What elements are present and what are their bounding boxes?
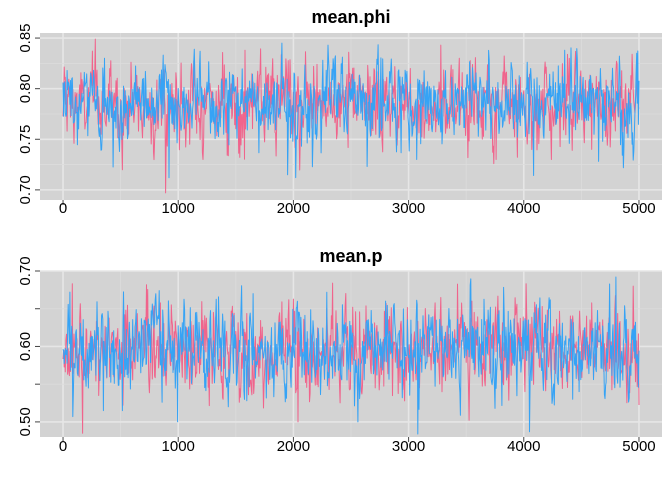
x-tick-label: 1000 — [162, 200, 195, 217]
trace-line-chain-2 — [62, 42, 640, 179]
x-tick-label: 3000 — [392, 438, 425, 455]
x-axis-labels: 0 1000 2000 3000 4000 5000 — [59, 200, 656, 217]
x-tick-label: 4000 — [507, 438, 540, 455]
panel-title: mean.p — [319, 246, 382, 266]
panel-mean-phi: 0 1000 2000 3000 4000 5000 0.70 0.75 0.80 0.85 m… — [17, 7, 662, 217]
traces — [62, 276, 640, 435]
x-tick-label: 3000 — [392, 200, 425, 217]
x-tick-label: 5000 — [622, 200, 655, 217]
y-tick-label: 0.75 — [17, 125, 34, 154]
y-axis-labels: 0.70 0.75 0.80 0.85 — [17, 23, 34, 204]
y-tick-label: 0.60 — [17, 332, 34, 361]
y-tick-label: 0.85 — [17, 23, 34, 52]
y-tick-label: 0.70 — [17, 175, 34, 204]
y-tick-label: 0.50 — [17, 407, 34, 436]
panel-title: mean.phi — [311, 7, 390, 27]
y-tick-label: 0.70 — [17, 256, 34, 285]
trace-line-chain-2 — [62, 276, 640, 435]
x-tick-label: 0 — [59, 438, 67, 455]
axis-ticks — [35, 270, 640, 442]
y-axis-labels: 0.50 0.60 0.70 — [17, 256, 34, 436]
y-tick-label: 0.80 — [17, 74, 34, 103]
x-tick-label: 0 — [59, 200, 67, 217]
x-tick-label: 2000 — [277, 200, 310, 217]
axis-ticks — [35, 37, 640, 205]
x-tick-label: 4000 — [507, 200, 540, 217]
panel-mean-p: 0 1000 2000 3000 4000 5000 0.50 0.60 0.70 mean.… — [17, 246, 662, 455]
x-tick-label: 1000 — [162, 438, 195, 455]
traces — [62, 38, 640, 194]
x-tick-label: 2000 — [277, 438, 310, 455]
x-tick-label: 5000 — [622, 438, 655, 455]
x-axis-labels: 0 1000 2000 3000 4000 5000 — [59, 438, 656, 455]
